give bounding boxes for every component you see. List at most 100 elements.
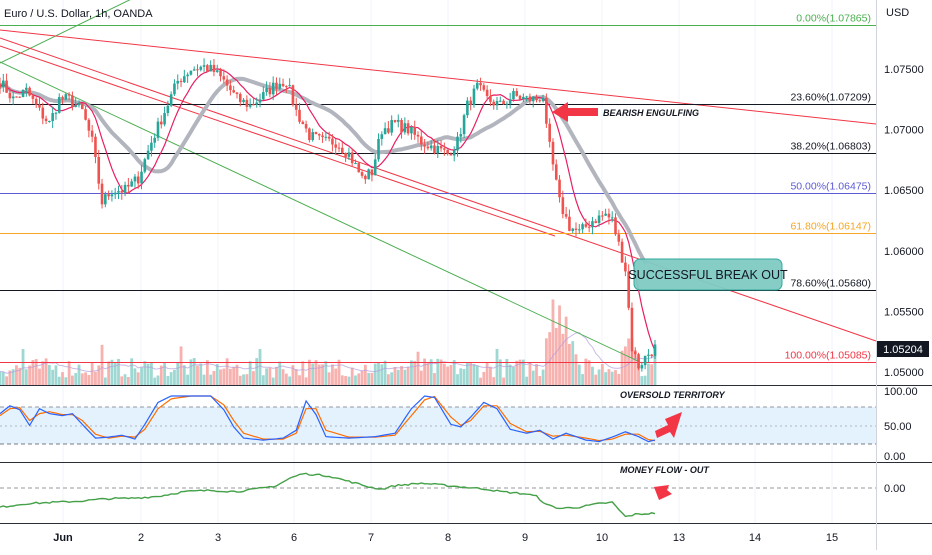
- volume-bar: [74, 373, 78, 385]
- volume-bar: [275, 367, 278, 385]
- candle-body: [610, 217, 614, 219]
- candle-body: [485, 89, 489, 97]
- volume-bar: [199, 363, 203, 385]
- candle-body: [528, 96, 532, 102]
- volume-bar: [192, 358, 196, 385]
- volume-bar: [568, 343, 571, 385]
- price-tick-label: 1.07000: [884, 125, 924, 137]
- candle-body: [396, 119, 400, 122]
- candle-body: [627, 271, 630, 308]
- candle-body: [624, 262, 627, 272]
- fib-label: 0.00%(1.07865): [796, 13, 871, 25]
- candle-body: [522, 96, 525, 100]
- money-flow-tick-label: 0.00: [884, 483, 905, 495]
- candle-body: [74, 105, 78, 107]
- candle-body: [87, 119, 91, 131]
- time-tick-label: Jun: [53, 532, 73, 544]
- volume-bar: [610, 371, 614, 385]
- volume-bar: [475, 365, 479, 385]
- volume-bar: [429, 359, 433, 385]
- volume-bar: [446, 366, 450, 385]
- volume-bar: [498, 359, 502, 385]
- volume-bar: [153, 377, 157, 385]
- candle-body: [301, 121, 305, 125]
- volume-bar: [406, 366, 410, 385]
- candle-body: [199, 66, 203, 70]
- candle-body: [215, 70, 219, 72]
- candle-body: [130, 181, 133, 187]
- candle-body: [429, 145, 433, 149]
- candle-body: [403, 123, 407, 133]
- price-tick-label: 1.07500: [884, 64, 924, 76]
- candle-body: [535, 96, 538, 101]
- candle-body: [235, 92, 239, 94]
- candle-body: [212, 64, 216, 72]
- candle-body: [489, 96, 492, 102]
- volume-bar: [64, 377, 68, 385]
- candle-body: [630, 307, 634, 352]
- candle-body: [18, 96, 22, 98]
- volume-bar: [324, 361, 328, 385]
- volume-bar: [640, 376, 644, 385]
- candle-body: [186, 74, 189, 77]
- volume-bar: [419, 370, 423, 385]
- volume-bar: [126, 377, 130, 385]
- red-arrow-left: [552, 102, 598, 122]
- volume-bar: [357, 373, 361, 385]
- candle-body: [364, 175, 367, 180]
- candle-body: [350, 152, 354, 164]
- candle-body: [479, 82, 482, 86]
- volume-bar: [347, 376, 351, 385]
- volume-bar: [531, 370, 535, 385]
- bearish-engulfing-label: BEARISH ENGULFING: [603, 108, 699, 118]
- volume-bar: [11, 369, 15, 385]
- candle-body: [0, 83, 2, 88]
- price-axis[interactable]: 1.07500 1.07000 1.06500 1.06000 1.05500 1.050…: [884, 64, 924, 379]
- volume-bar: [24, 369, 28, 385]
- volume-bar: [512, 366, 515, 385]
- volume-bar: [205, 360, 209, 385]
- volume-bar: [482, 371, 486, 385]
- candle-body: [334, 144, 338, 148]
- candle-body: [410, 126, 413, 134]
- volume-bar: [238, 375, 242, 385]
- time-axis[interactable]: Jun 2 3 6 7 8 9 10 13 14 15: [53, 532, 838, 544]
- trendlines: [0, 0, 877, 363]
- volume-bar: [189, 359, 193, 385]
- volume-bar: [140, 367, 143, 385]
- volume-bar: [377, 362, 380, 385]
- candle-body: [433, 145, 436, 154]
- volume-bar: [143, 361, 147, 385]
- candle-body: [357, 163, 361, 173]
- candle-body: [291, 85, 295, 105]
- volume-bar: [202, 374, 206, 385]
- candle-body: [248, 104, 252, 107]
- volume-bar: [28, 365, 32, 385]
- volume-bar: [159, 365, 163, 385]
- volume-bar: [577, 364, 581, 385]
- candle-body: [176, 80, 180, 84]
- volume-bar: [354, 375, 357, 385]
- volume-bar: [600, 363, 604, 385]
- volume-bar: [80, 373, 84, 385]
- volume-bar: [261, 375, 265, 385]
- candle-body: [11, 96, 15, 99]
- volume-bar: [304, 377, 308, 385]
- volume-bar: [166, 376, 170, 385]
- candle-body: [482, 85, 486, 90]
- green-trendline-falling: [0, 61, 641, 363]
- price-tick-label: 1.05000: [884, 367, 924, 379]
- candle-body: [163, 113, 166, 125]
- volume-bar: [584, 358, 588, 385]
- volume-bar: [551, 299, 555, 385]
- candle-body: [439, 146, 443, 149]
- volume-bar: [229, 368, 232, 385]
- volume-bar: [21, 349, 25, 385]
- candle-body: [531, 96, 535, 102]
- volume-bar: [57, 376, 61, 385]
- volume-bar: [489, 366, 492, 385]
- candle-body: [100, 183, 104, 205]
- candle-body: [406, 123, 410, 134]
- volume-bar: [413, 360, 417, 385]
